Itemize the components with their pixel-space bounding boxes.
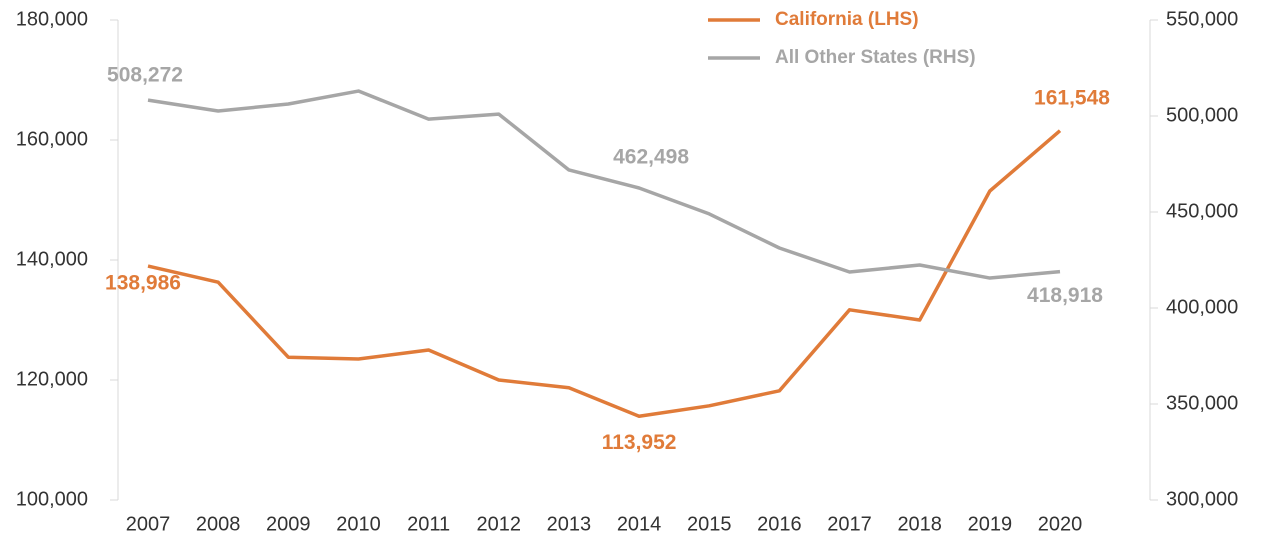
legend-label: All Other States (RHS): [775, 47, 976, 68]
data-label: 113,952: [602, 431, 677, 454]
series-line: [147, 89, 1061, 280]
x-tick-label: 2013: [547, 513, 592, 535]
data-label: 418,918: [1027, 284, 1103, 307]
data-label: 138,986: [105, 272, 181, 295]
y2-tick-label: 500,000: [1166, 104, 1238, 126]
x-tick-label: 2020: [1038, 513, 1083, 535]
y-tick-label: 140,000: [16, 248, 88, 270]
y2-tick-label: 300,000: [1166, 488, 1238, 510]
data-label: 462,498: [613, 146, 689, 169]
y-tick-label: 180,000: [16, 8, 88, 30]
data-label: 161,548: [1034, 86, 1110, 109]
x-tick-label: 2015: [687, 513, 732, 535]
y2-tick-label: 350,000: [1166, 392, 1238, 414]
x-tick-label: 2019: [968, 513, 1013, 535]
x-tick-label: 2018: [897, 513, 942, 535]
y2-tick-label: 450,000: [1166, 200, 1238, 222]
legend-label: California (LHS): [775, 9, 919, 30]
x-tick-label: 2009: [266, 513, 311, 535]
y2-tick-label: 400,000: [1166, 296, 1238, 318]
x-tick-label: 2010: [336, 513, 381, 535]
x-tick-label: 2017: [827, 513, 872, 535]
x-tick-label: 2014: [617, 513, 662, 535]
data-label: 508,272: [107, 64, 183, 87]
x-tick-label: 2016: [757, 513, 802, 535]
series-line: [147, 129, 1062, 419]
y2-tick-label: 550,000: [1166, 8, 1238, 30]
x-tick-label: 2008: [196, 513, 241, 535]
x-tick-label: 2012: [477, 513, 522, 535]
x-tick-label: 2011: [407, 513, 450, 535]
y-tick-label: 120,000: [16, 368, 88, 390]
x-tick-label: 2007: [126, 513, 171, 535]
y-tick-label: 160,000: [16, 128, 88, 150]
y-tick-label: 100,000: [16, 488, 88, 510]
